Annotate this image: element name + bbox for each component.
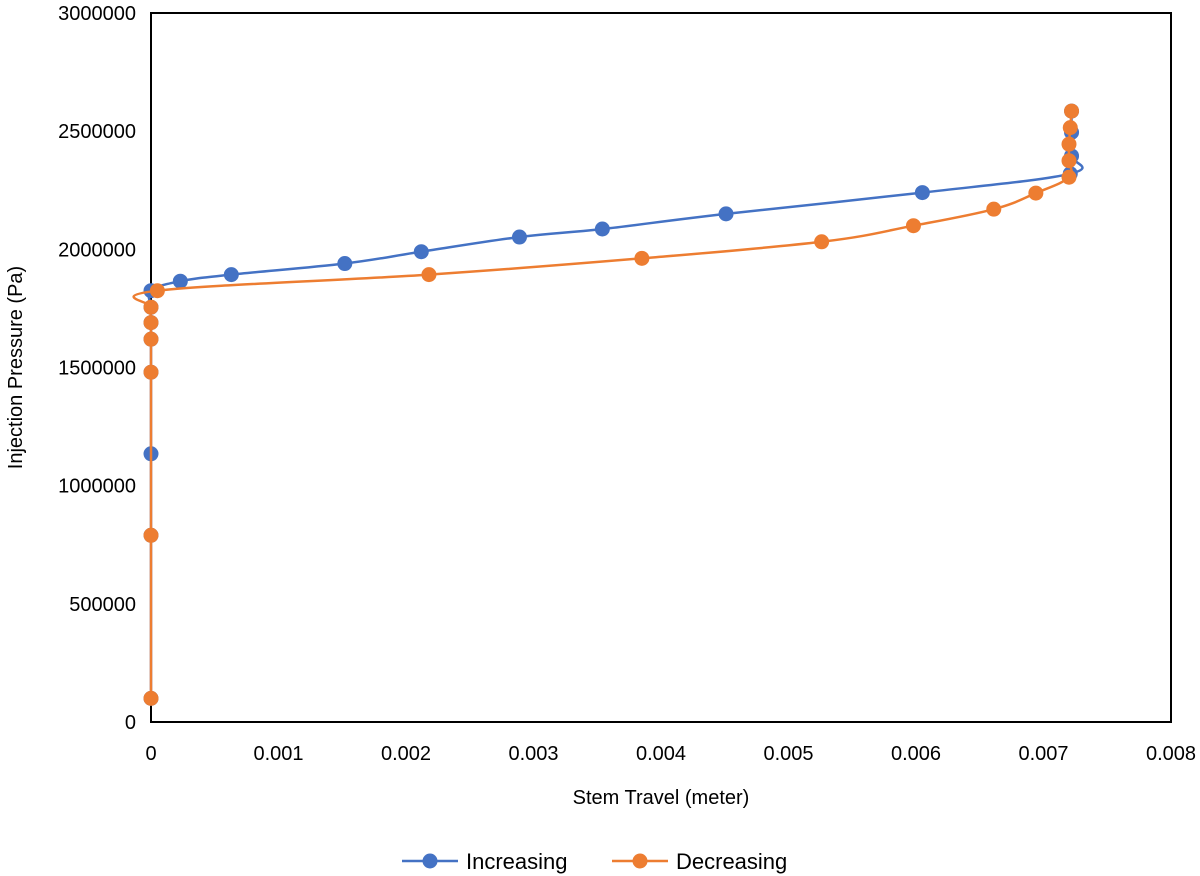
data-point [223,267,239,283]
series-decreasing [132,103,1080,706]
data-point [594,221,610,237]
x-axis-title: Stem Travel (meter) [573,787,750,809]
x-tick-label: 0.004 [636,743,686,765]
y-tick-label: 2500000 [58,121,136,143]
legend-item-decreasing: Decreasing [612,849,787,874]
data-point [143,364,159,380]
data-point [172,273,188,289]
data-point [914,185,930,201]
data-point [814,234,830,250]
plot-area [150,12,1172,723]
data-point [149,283,165,299]
y-tick-label: 500000 [69,594,136,616]
data-point [1064,103,1080,119]
data-point [511,229,527,245]
legend-marker [632,853,648,869]
series-line [132,110,1073,699]
data-point [1061,169,1077,185]
y-tick-label: 2000000 [58,239,136,261]
series-increasing [143,103,1084,706]
data-point [634,250,650,266]
data-point [413,244,429,260]
x-tick-label: 0.001 [253,743,303,765]
x-tick-label: 0.005 [763,743,813,765]
x-tick-label: 0.008 [1146,743,1196,765]
y-tick-label: 0 [125,712,136,734]
data-point [1028,185,1044,201]
legend-label: Increasing [466,849,568,874]
series-line [147,111,1084,699]
x-tick-label: 0.006 [891,743,941,765]
data-point [718,206,734,222]
data-point [421,267,437,283]
data-point [143,299,159,315]
legend-label: Decreasing [676,849,787,874]
x-tick-label: 0.007 [1018,743,1068,765]
legend: Increasing Decreasing [402,849,787,874]
data-point [143,690,159,706]
x-axis-ticks: 0 0.001 0.002 0.003 0.004 0.005 0.006 0.007 0.00… [145,743,1196,765]
y-axis-ticks: 0 500000 1000000 1500000 2000000 2500000 30000… [58,3,136,734]
data-point [986,201,1002,217]
plot-frame [150,12,1172,723]
legend-item-increasing: Increasing [402,849,568,874]
data-point [143,527,159,543]
data-point [143,315,159,331]
series-layer [132,103,1084,706]
x-tick-label: 0.003 [508,743,558,765]
legend-marker [422,853,438,869]
data-point [1062,120,1078,136]
y-tick-label: 1000000 [58,476,136,498]
y-tick-label: 3000000 [58,3,136,25]
x-tick-label: 0 [145,743,156,765]
y-tick-label: 1500000 [58,358,136,380]
x-tick-label: 0.002 [381,743,431,765]
y-axis-title: Injection Pressure (Pa) [5,266,27,469]
data-point [905,218,921,234]
data-point [337,256,353,272]
data-point [1061,153,1077,169]
data-point [143,331,159,347]
data-point [1061,136,1077,152]
